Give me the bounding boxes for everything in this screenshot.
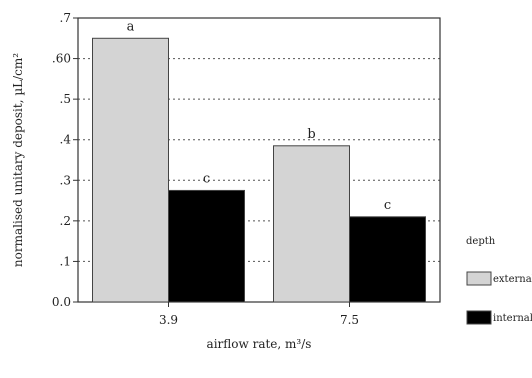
- legend: depth external internal: [466, 236, 532, 325]
- bar-label-external-7.5: b: [307, 127, 315, 142]
- x-tick-label-0: 3.9: [159, 313, 178, 327]
- bar-external-7.5: [273, 145, 350, 303]
- bar-label-internal-7.5: c: [384, 198, 391, 213]
- y-tick-label-6: .60: [52, 52, 71, 66]
- bar-internal-3.9: [168, 189, 245, 303]
- x-axis-label: airflow rate, m³/s: [207, 337, 312, 351]
- legend-label-internal: internal: [493, 313, 532, 324]
- y-axis-ticks: 0.0 .1 .2 .3 .4 .5 .60 .7: [52, 11, 78, 309]
- y-axis-label: normalised unitary deposit, µL/cm²: [11, 53, 25, 267]
- bar-label-external-3.9: a: [127, 19, 135, 34]
- legend-title: depth: [466, 236, 496, 247]
- y-tick-label-0: 0.0: [52, 295, 71, 309]
- legend-swatch-external: [466, 271, 492, 286]
- x-axis-ticks: 3.9 7.5: [159, 302, 359, 327]
- legend-swatch-internal: [466, 310, 492, 325]
- bar-label-internal-3.9: c: [203, 171, 210, 186]
- y-tick-label-2: .2: [60, 214, 71, 228]
- y-tick-label-3: .3: [60, 173, 71, 187]
- y-tick-label-1: .1: [60, 254, 71, 268]
- x-tick-label-1: 7.5: [340, 313, 359, 327]
- y-tick-label-5: .5: [60, 92, 71, 106]
- legend-entries: external internal: [466, 271, 532, 325]
- y-tick-label-4: .4: [60, 133, 72, 147]
- bar-internal-7.5: [349, 216, 426, 303]
- legend-label-external: external: [493, 274, 532, 285]
- bar-external-3.9: [92, 37, 169, 303]
- bars: a c b c: [92, 19, 426, 303]
- y-tick-label-7: .7: [60, 11, 71, 25]
- plot-frame: [77, 17, 441, 303]
